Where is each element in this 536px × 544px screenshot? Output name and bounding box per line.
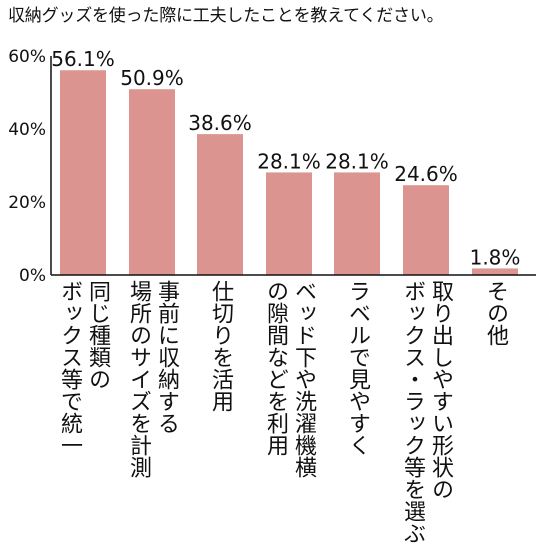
bars-layer [60, 70, 518, 275]
bar-3 [197, 134, 243, 275]
bar-6 [403, 185, 449, 275]
bar-4 [266, 172, 312, 275]
data-label-5: 28.1% [325, 149, 389, 173]
category-label-6: 取り出しやすい形状の ボックス・ラック等を選ぶ [400, 280, 453, 544]
y-tick-label: 20% [8, 193, 46, 213]
data-label-6: 24.6% [394, 162, 458, 186]
y-tick-label: 0% [19, 266, 46, 286]
data-label-1: 56.1% [51, 47, 115, 71]
bar-2 [129, 89, 175, 275]
y-tick-label: 40% [8, 120, 46, 140]
bar-5 [334, 172, 380, 275]
data-labels: 56.1%50.9%38.6%28.1% 28.1%24.6%1.8% [51, 47, 520, 269]
category-label-2: 事前に収納する 場所のサイズを計測 [126, 280, 179, 478]
category-label-7: その他 [483, 280, 508, 346]
category-label-4: ベッド下や洗濯機横 の隙間などを利用 [263, 280, 316, 478]
data-label-2: 50.9% [120, 66, 184, 90]
chart-title: 収納グッズを使った際に工夫したことを教えてください。 [8, 6, 444, 26]
category-label-5: ラベルで見やすく [345, 280, 370, 456]
category-label-1: 同じ種類の ボックス等で統一 [57, 280, 110, 456]
data-label-4: 28.1% [257, 149, 321, 173]
bar-1 [60, 70, 106, 275]
data-label-7: 1.8% [470, 245, 521, 269]
y-axis-ticks: 0% 20% 40% 60% [8, 47, 46, 286]
y-tick-label: 60% [8, 47, 46, 67]
category-label-3: 仕切りを活用 [208, 280, 233, 412]
data-label-3: 38.6% [188, 111, 252, 135]
bar-7 [472, 268, 518, 275]
